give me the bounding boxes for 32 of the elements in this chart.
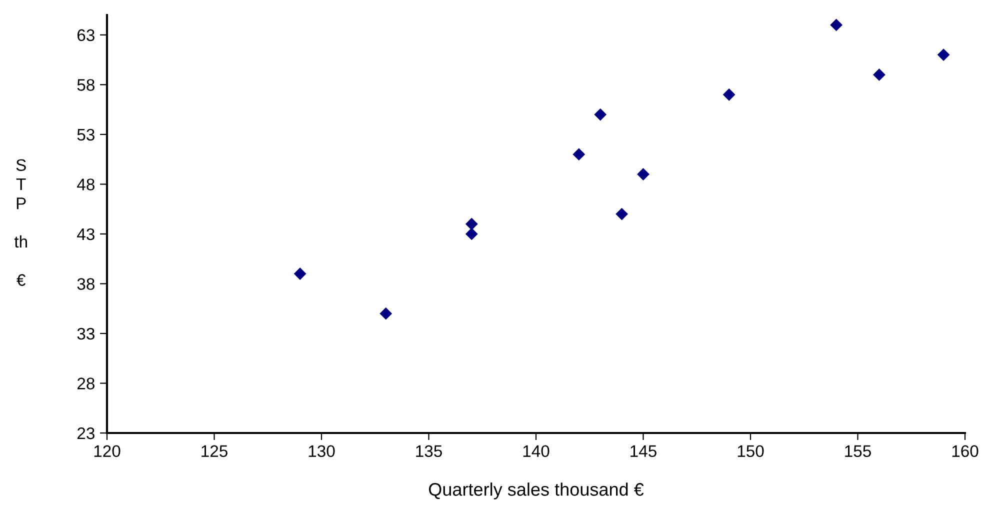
y-tick-label: 38 [77, 278, 94, 290]
point [937, 48, 950, 62]
x-tick-label: 135 [416, 445, 442, 458]
point [594, 108, 607, 121]
x-tick-label: 160 [952, 445, 978, 458]
point [572, 148, 586, 161]
x-tick-label: 150 [738, 445, 764, 458]
point [465, 228, 478, 240]
point [294, 268, 306, 280]
y-tick-label: 53 [77, 128, 94, 141]
y-tick-label: 63 [78, 29, 94, 42]
x-tick-label: 145 [630, 445, 656, 458]
point [380, 307, 392, 320]
x-tick-label: 125 [202, 445, 228, 458]
x-tick-label: 155 [845, 445, 871, 458]
y-tick-label: 48 [77, 178, 94, 190]
y-tick-label: 58 [77, 79, 94, 91]
x-tick-label: 120 [94, 445, 120, 458]
x-tick-label: 130 [308, 445, 335, 458]
y-tick-label: 28 [77, 378, 94, 390]
point [872, 68, 886, 81]
point [616, 208, 628, 220]
y-tick-label: 23 [77, 427, 94, 440]
point [830, 18, 843, 32]
y-tick-label: 43 [77, 228, 94, 240]
x-tick-label: 140 [523, 445, 550, 458]
point [465, 218, 478, 230]
point [637, 168, 650, 180]
x-axis-title: Quarterly sales thousand € [428, 482, 644, 500]
text: S T P th € [14, 159, 27, 286]
y-tick-label: 33 [77, 328, 94, 340]
point [722, 88, 736, 101]
